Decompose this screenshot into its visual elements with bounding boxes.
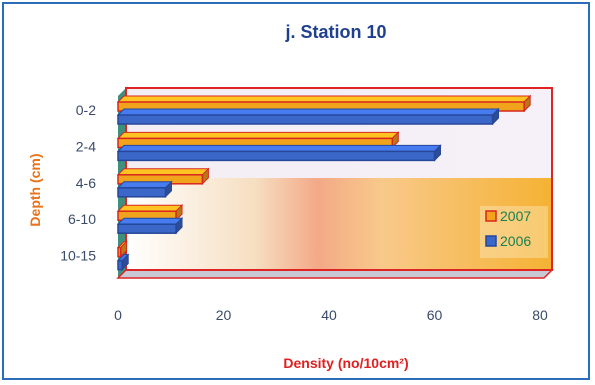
chart-title: j. Station 10 — [284, 22, 386, 42]
bar-2006-2-4 — [116, 144, 442, 162]
bar-2007-10-15 — [116, 240, 128, 258]
bar-2006-0-2 — [116, 107, 500, 126]
y-tick-label: 10-15 — [60, 248, 96, 264]
bar-2007-4-6 — [116, 167, 210, 186]
y-axis-label: Depth (cm) — [27, 153, 43, 226]
legend-swatch-2007 — [485, 210, 497, 222]
y-tick-label: 2-4 — [76, 138, 96, 154]
bar-2006-4-6 — [116, 180, 173, 199]
bar-2007-2-4 — [116, 131, 400, 149]
plot-wall-lower — [126, 178, 552, 270]
plot-floor — [116, 269, 554, 279]
legend-label-2007: 2007 — [500, 208, 531, 224]
x-tick-label: 80 — [532, 307, 548, 323]
x-tick-label: 40 — [321, 307, 337, 323]
y-tick-label: 4-6 — [76, 175, 96, 191]
y-tick-label: 6-10 — [68, 211, 96, 227]
bar-2006-10-15 — [116, 253, 130, 271]
legend-swatch-2006 — [485, 235, 497, 247]
legend: 2007 2006 — [480, 206, 548, 258]
y-tick-label: 0-2 — [76, 102, 96, 118]
bar-2006-6-10 — [116, 216, 184, 235]
x-tick-label: 0 — [114, 307, 122, 323]
legend-label-2006: 2006 — [500, 233, 531, 249]
x-tick-label: 20 — [216, 307, 232, 323]
x-axis-label: Density (no/10cm²) — [283, 355, 408, 371]
x-tick-label: 60 — [427, 307, 443, 323]
bar-2007-0-2 — [116, 94, 532, 113]
